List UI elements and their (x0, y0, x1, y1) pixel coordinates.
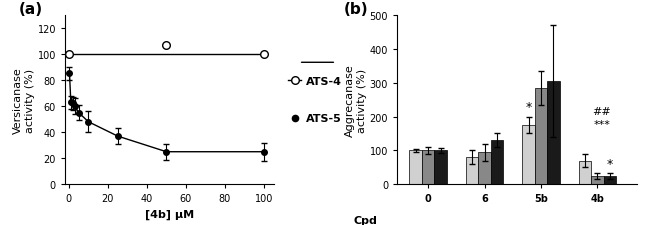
Text: ##: ## (593, 106, 612, 116)
Text: (b): (b) (344, 2, 369, 17)
Y-axis label: Aggrecanase
activity (%): Aggrecanase activity (%) (345, 64, 367, 136)
Bar (422, 151, 434, 184)
Bar (535, 89, 547, 184)
Legend: ATS-4, ATS-5: ATS-4, ATS-5 (283, 72, 346, 128)
Bar (466, 158, 478, 184)
Bar (579, 161, 592, 184)
Bar (434, 151, 447, 184)
Text: ***: *** (593, 119, 610, 129)
Bar (592, 176, 604, 184)
Bar (604, 176, 616, 184)
X-axis label: [4b] μM: [4b] μM (145, 209, 194, 219)
Bar (410, 151, 422, 184)
Y-axis label: Versicanase
activity (%): Versicanase activity (%) (13, 67, 34, 133)
Bar (547, 81, 560, 184)
Bar (523, 125, 535, 184)
Text: *: * (525, 101, 532, 114)
Text: (a): (a) (19, 2, 43, 17)
Text: *: * (606, 157, 613, 170)
Text: Cpd: Cpd (354, 215, 378, 225)
Legend: 1 μM, 10 μM, 100 μM: 1 μM, 10 μM, 100 μM (647, 18, 650, 68)
Bar (478, 153, 491, 184)
Bar (491, 141, 503, 184)
